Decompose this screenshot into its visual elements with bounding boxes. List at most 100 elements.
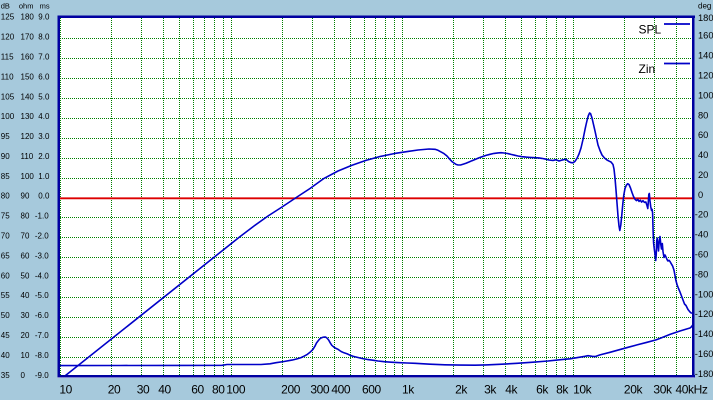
svg-text:110: 110	[21, 152, 34, 161]
svg-text:10k: 10k	[573, 382, 593, 396]
svg-text:40: 40	[698, 150, 708, 160]
svg-text:20: 20	[21, 331, 30, 340]
svg-text:30: 30	[137, 382, 150, 396]
svg-text:140: 140	[698, 51, 713, 61]
svg-text:70: 70	[1, 232, 10, 241]
svg-text:20: 20	[698, 170, 708, 180]
svg-text:100: 100	[21, 172, 35, 181]
svg-text:10: 10	[21, 351, 30, 360]
svg-text:120: 120	[698, 70, 713, 80]
svg-text:80: 80	[698, 110, 708, 120]
svg-text:-180: -180	[695, 369, 713, 379]
svg-text:dB: dB	[1, 1, 10, 10]
svg-text:40: 40	[21, 291, 30, 300]
svg-text:80: 80	[212, 382, 225, 396]
svg-text:170: 170	[21, 33, 35, 42]
svg-text:160: 160	[21, 52, 35, 61]
svg-text:80: 80	[21, 212, 30, 221]
svg-text:0: 0	[21, 371, 26, 380]
svg-text:-80: -80	[695, 269, 708, 279]
svg-text:45: 45	[1, 331, 10, 340]
svg-text:-2.0: -2.0	[35, 232, 49, 241]
svg-text:115: 115	[1, 52, 14, 61]
svg-text:-6.0: -6.0	[35, 311, 49, 320]
svg-text:ms: ms	[40, 1, 50, 10]
svg-text:2.0: 2.0	[38, 152, 50, 161]
svg-text:6k: 6k	[536, 382, 549, 396]
svg-text:-5.0: -5.0	[35, 291, 49, 300]
svg-text:8.0: 8.0	[38, 33, 50, 42]
svg-text:deg: deg	[698, 1, 711, 10]
svg-text:75: 75	[1, 212, 10, 221]
svg-text:600: 600	[362, 382, 382, 396]
svg-text:7.0: 7.0	[38, 52, 50, 61]
svg-text:30: 30	[21, 311, 30, 320]
svg-text:300: 300	[310, 382, 330, 396]
svg-text:8k: 8k	[556, 382, 569, 396]
svg-text:-4.0: -4.0	[35, 271, 49, 280]
svg-text:-3.0: -3.0	[35, 251, 49, 260]
svg-text:0.0: 0.0	[38, 192, 50, 201]
svg-text:3.0: 3.0	[38, 132, 50, 141]
svg-text:160: 160	[698, 31, 713, 41]
svg-text:35: 35	[1, 371, 10, 380]
svg-text:40kHz: 40kHz	[675, 382, 707, 396]
svg-text:40: 40	[1, 351, 10, 360]
svg-text:Zin: Zin	[639, 62, 656, 76]
svg-text:-9.0: -9.0	[35, 371, 49, 380]
svg-text:70: 70	[21, 232, 30, 241]
svg-text:50: 50	[21, 271, 30, 280]
svg-text:-160: -160	[695, 349, 713, 359]
svg-text:20: 20	[108, 382, 121, 396]
svg-text:SPL: SPL	[639, 23, 662, 37]
svg-text:-140: -140	[695, 329, 713, 339]
svg-text:120: 120	[21, 132, 35, 141]
svg-text:-7.0: -7.0	[35, 331, 49, 340]
svg-text:140: 140	[21, 92, 35, 101]
svg-text:40: 40	[158, 382, 171, 396]
svg-text:125: 125	[1, 13, 15, 22]
svg-text:4.0: 4.0	[38, 112, 50, 121]
svg-text:100: 100	[698, 90, 713, 100]
svg-text:130: 130	[21, 112, 35, 121]
svg-text:60: 60	[21, 251, 30, 260]
svg-text:65: 65	[1, 251, 10, 260]
svg-text:95: 95	[1, 132, 10, 141]
svg-text:-60: -60	[695, 250, 708, 260]
svg-text:-20: -20	[695, 210, 708, 220]
svg-text:120: 120	[1, 33, 15, 42]
svg-text:20k: 20k	[624, 382, 644, 396]
svg-text:1.0: 1.0	[38, 172, 50, 181]
svg-text:150: 150	[21, 72, 35, 81]
svg-text:-120: -120	[695, 309, 713, 319]
svg-text:6.0: 6.0	[38, 72, 50, 81]
svg-text:1k: 1k	[402, 382, 415, 396]
svg-text:-1.0: -1.0	[35, 212, 49, 221]
svg-text:90: 90	[21, 192, 30, 201]
svg-text:-8.0: -8.0	[35, 351, 49, 360]
svg-text:400: 400	[331, 382, 351, 396]
svg-text:0: 0	[698, 190, 703, 200]
svg-text:-100: -100	[695, 289, 713, 299]
svg-text:105: 105	[1, 92, 15, 101]
svg-text:85: 85	[1, 172, 10, 181]
svg-text:4k: 4k	[505, 382, 518, 396]
svg-text:2k: 2k	[455, 382, 468, 396]
svg-text:9.0: 9.0	[38, 13, 50, 22]
svg-text:60: 60	[1, 271, 10, 280]
svg-text:30k: 30k	[653, 382, 673, 396]
svg-text:200: 200	[281, 382, 301, 396]
svg-text:ohm: ohm	[19, 1, 34, 10]
svg-text:110: 110	[1, 72, 14, 81]
svg-text:100: 100	[226, 382, 246, 396]
svg-text:90: 90	[1, 152, 10, 161]
svg-text:10: 10	[59, 382, 72, 396]
svg-text:60: 60	[191, 382, 204, 396]
svg-text:50: 50	[1, 311, 10, 320]
svg-text:180: 180	[21, 13, 35, 22]
svg-text:-40: -40	[695, 230, 708, 240]
svg-text:60: 60	[698, 130, 708, 140]
svg-text:100: 100	[1, 112, 15, 121]
svg-text:180: 180	[698, 13, 713, 23]
svg-text:55: 55	[1, 291, 10, 300]
